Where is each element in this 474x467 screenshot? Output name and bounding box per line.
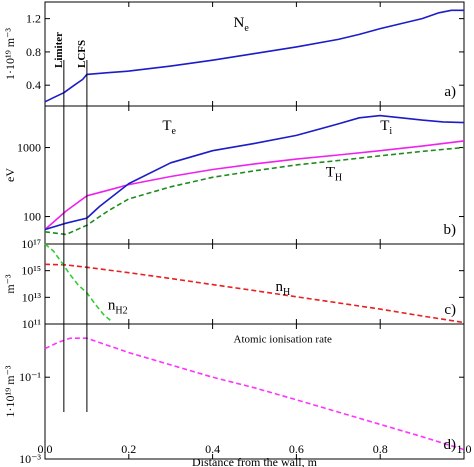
x-tick-label: 0.6 [289, 442, 304, 456]
y-axis-label: 1·10¹⁹ m⁻³ [3, 365, 17, 417]
series-annotation: nH [275, 279, 290, 298]
series-annotation: nH2 [108, 298, 128, 317]
y-tick-label: 0.8 [26, 45, 41, 59]
y-tick-label: 10⁻¹ [19, 370, 41, 384]
panel-frame [44, 323, 465, 460]
y-tick-label: 0.4 [26, 78, 41, 92]
y-tick-label: 10¹⁵ [21, 264, 41, 278]
marker-label: LCFS [76, 40, 88, 68]
y-tick-label: 10¹¹ [22, 317, 42, 331]
series-line [44, 9, 464, 103]
series-annotation: TH [326, 165, 342, 184]
y-axis-label: eV [3, 168, 17, 182]
x-tick-label: 0.4 [205, 442, 220, 456]
marker-label: Limiter [53, 32, 65, 68]
series-line [44, 337, 465, 451]
panel-tag: c) [444, 302, 456, 318]
series-annotation: Atomic ionisation rate [234, 334, 332, 346]
series-line [44, 243, 113, 323]
series-annotation: Ne [234, 15, 250, 34]
y-tick-label: 10¹⁷ [21, 237, 41, 251]
panel-tag: b) [444, 222, 457, 238]
y-tick-label: 1000 [17, 141, 41, 155]
x-axis-label: Distance from the wall, m [192, 455, 318, 467]
panel-frame [44, 105, 465, 245]
series-line [44, 263, 465, 324]
panel-tag: d) [444, 437, 457, 453]
x-tick-label: 0.2 [121, 442, 136, 456]
y-tick-label: 100 [23, 210, 41, 224]
series-annotation: Te [162, 118, 176, 137]
y-tick-label: 10¹³ [22, 290, 42, 304]
x-tick-label: 0.8 [373, 442, 388, 456]
y-tick-label: 10⁻³ [19, 452, 41, 466]
y-axis-label: m⁻³ [3, 274, 17, 294]
x-tick-label: 0.0 [38, 442, 53, 456]
series-line [44, 114, 465, 231]
x-tick-label: 1.0 [457, 442, 472, 456]
series-annotation: Ti [380, 118, 392, 137]
y-axis-label: 1·10¹⁹ m⁻³ [3, 28, 17, 80]
y-tick-label: 1.2 [26, 12, 41, 26]
panel-tag: a) [444, 84, 456, 100]
